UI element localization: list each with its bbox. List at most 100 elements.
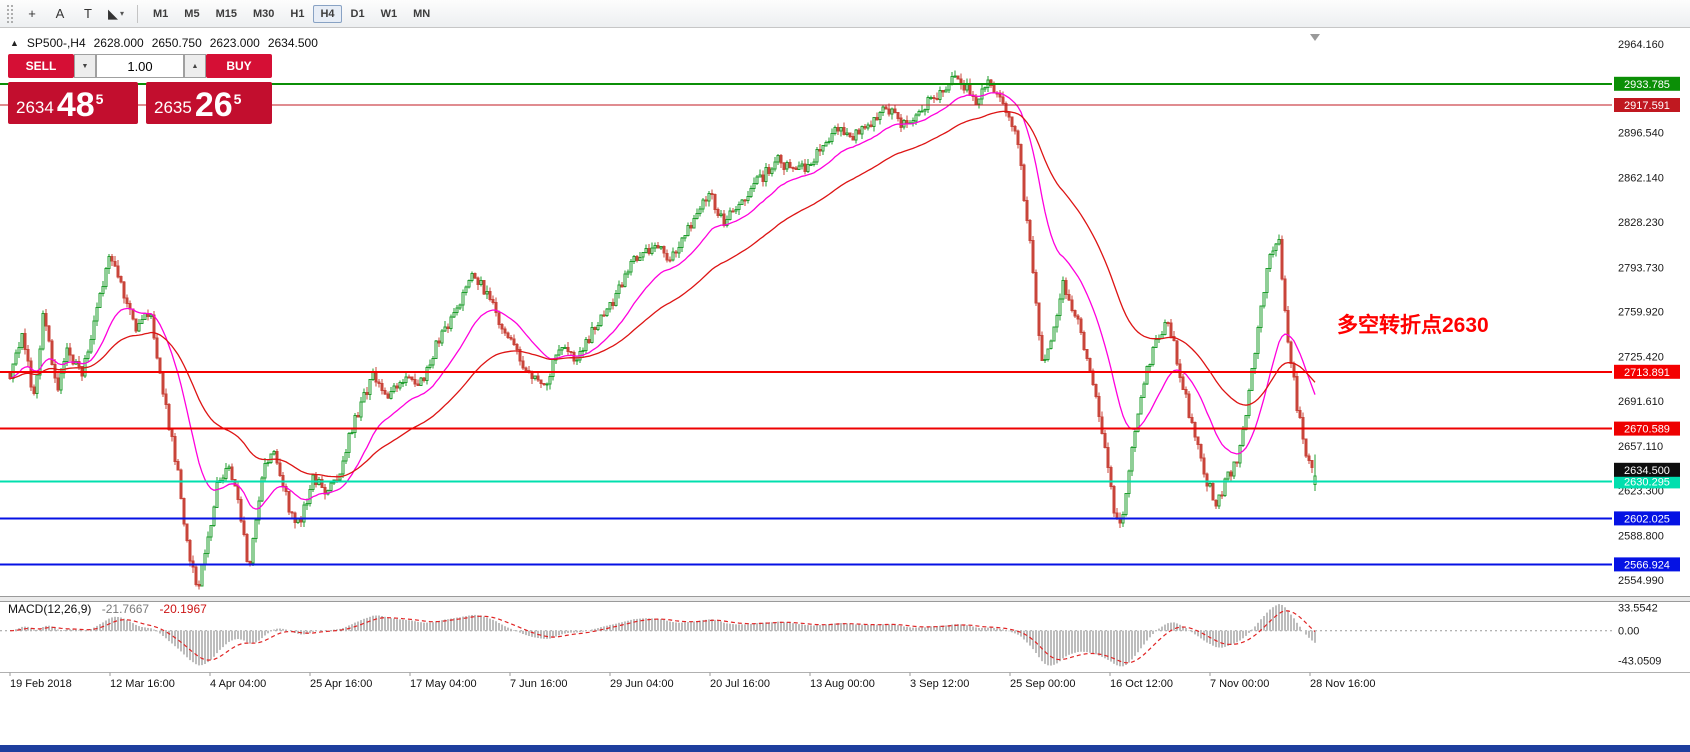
level-badge-label: 2917.591	[1624, 100, 1670, 112]
level-badge	[1614, 474, 1680, 489]
macd-signal-value: -20.1967	[159, 602, 207, 616]
one-click-trading-panel: SELL ▼ 1.00 ▲ BUY 2634 48 5 2635 26 5	[8, 54, 272, 124]
tf-button-M15[interactable]: M15	[215, 7, 237, 20]
level-badge-label: 2933.785	[1624, 79, 1670, 91]
crosshair-icon: +	[28, 6, 36, 21]
symbol-period-label: SP500-,H4	[26, 36, 86, 50]
volume-input[interactable]: 1.00	[96, 54, 184, 78]
level-badge-label: 2566.924	[1624, 559, 1670, 571]
tf-button-MN[interactable]: MN	[413, 7, 431, 20]
chart-text-annotation: 多空转折点2630	[1337, 314, 1489, 337]
macd-tick-label: 0.00	[1618, 626, 1639, 638]
macd-name: MACD(12,26,9)	[8, 602, 92, 616]
price-tick-label: 2588.800	[1618, 531, 1664, 543]
shapes-menu-icon[interactable]: ◣ ▾	[103, 2, 129, 26]
price-tick-label: 2657.110	[1618, 441, 1663, 453]
tf-button-W1[interactable]: W1	[380, 7, 398, 20]
time-tick-label: 29 Jun 04:00	[610, 678, 674, 690]
horizontal-levels[interactable]	[0, 82, 1612, 566]
text-box-icon[interactable]: T	[75, 2, 101, 26]
current-price-badge	[1614, 462, 1680, 477]
price-tick-label: 2896.540	[1618, 128, 1664, 140]
time-tick-label: 4 Apr 04:00	[210, 678, 266, 690]
toolbar-tools: + A T ◣ ▾	[18, 2, 130, 26]
sell-price-display[interactable]: 2634 48 5	[8, 82, 138, 124]
open-value: 2628.000	[93, 36, 144, 50]
level-badge-label: 2602.025	[1624, 513, 1670, 525]
buy-price-sup: 5	[233, 91, 242, 107]
dropdown-caret-icon: ▾	[119, 9, 124, 18]
sell-price-head: 2634	[16, 98, 54, 117]
price-tick-label: 2862.140	[1618, 173, 1664, 185]
tf-button-H1[interactable]: H1	[290, 7, 305, 20]
sell-button[interactable]: SELL	[8, 54, 74, 78]
toolbar-separator	[137, 4, 138, 23]
time-tick-label: 17 May 04:00	[410, 678, 477, 690]
chart-shift-marker[interactable]	[1310, 34, 1320, 41]
toolbar-grip[interactable]	[6, 3, 14, 24]
volume-decrease-button[interactable]: ▼	[74, 54, 96, 78]
macd-panel: 33.5542 0.00 -43.0509	[0, 603, 1661, 668]
macd-tick-label: 33.5542	[1618, 603, 1658, 615]
tf-button-D1[interactable]: D1	[350, 7, 365, 20]
trade-controls-row: SELL ▼ 1.00 ▲ BUY	[8, 54, 272, 78]
crosshair-icon[interactable]: +	[19, 2, 45, 26]
time-tick-label: 25 Apr 16:00	[310, 678, 372, 690]
time-tick-label: 3 Sep 12:00	[910, 678, 969, 690]
moving-average-ma-slow	[9, 110, 1316, 478]
time-tick-label: 25 Sep 00:00	[1010, 678, 1075, 690]
time-tick-label: 7 Nov 00:00	[1210, 678, 1269, 690]
price-tick-label: 2623.300	[1618, 486, 1664, 498]
moving-average-ma-fast	[9, 92, 1316, 510]
price-tick-label: 2725.420	[1618, 352, 1664, 364]
time-axis[interactable]: 19 Feb 2018 12 Mar 16:00 4 Apr 04:00 25 Apr…	[9, 672, 1375, 691]
buy-price-display[interactable]: 2635 26 5	[146, 82, 272, 124]
symbol-arrow-icon: ▲	[10, 38, 19, 48]
current-price-label: 2634.500	[1624, 465, 1670, 477]
buy-button[interactable]: BUY	[206, 54, 272, 78]
tf-button-M5[interactable]: M5	[184, 7, 200, 20]
price-tick-label: 2793.730	[1618, 262, 1664, 274]
tf-button-M30[interactable]: M30	[252, 7, 275, 20]
level-badge	[1614, 364, 1680, 379]
time-tick-label: 16 Oct 12:00	[1110, 678, 1173, 690]
tf-button-H4[interactable]: H4	[313, 4, 342, 23]
tf-button-M1[interactable]: M1	[153, 7, 169, 20]
macd-main-value: -21.7667	[101, 602, 150, 616]
bottom-strip	[0, 745, 1690, 752]
panel-divider[interactable]	[0, 596, 1690, 601]
volume-increase-button[interactable]: ▲	[184, 54, 206, 78]
time-tick-label: 13 Aug 00:00	[810, 678, 875, 690]
macd-indicator-label: MACD(12,26,9) -21.7667 -20.1967	[8, 602, 207, 616]
text-box-icon: T	[84, 6, 92, 21]
price-tick-label: 2828.230	[1618, 217, 1664, 229]
text-label-icon: A	[55, 6, 65, 21]
level-badge	[1614, 511, 1680, 526]
low-value: 2623.000	[209, 36, 260, 50]
price-tick-label: 2691.610	[1618, 396, 1664, 408]
trade-prices-row: 2634 48 5 2635 26 5	[8, 82, 272, 124]
candlestick-series	[8, 70, 1317, 590]
time-tick-label: 12 Mar 16:00	[110, 678, 175, 690]
level-badge-label: 2713.891	[1624, 367, 1670, 379]
time-tick-label: 7 Jun 16:00	[510, 678, 568, 690]
price-tick-label: 2964.160	[1618, 39, 1664, 51]
toolbar: + A T ◣ ▾ M1 M5 M15 M30 H1 H4 D1 W1 MN	[0, 0, 1690, 28]
price-tick-label: 2554.990	[1618, 575, 1664, 587]
text-label-icon[interactable]: A	[47, 2, 73, 26]
chart-ohlc-header: ▲ SP500-,H4 2628.000 2650.750 2623.000 2…	[10, 36, 318, 50]
level-badge-label: 2670.589	[1624, 424, 1670, 436]
time-tick-label: 20 Jul 16:00	[710, 678, 770, 690]
sell-price-big: 48	[56, 85, 95, 124]
buy-price-big: 26	[194, 85, 233, 124]
level-badge	[1614, 557, 1680, 572]
moving-averages	[9, 92, 1316, 510]
level-badge	[1614, 98, 1680, 112]
macd-signal-line	[9, 610, 1316, 664]
level-badge	[1614, 421, 1680, 436]
time-tick-label: 19 Feb 2018	[10, 678, 72, 690]
close-value: 2634.500	[267, 36, 318, 50]
price-axis[interactable]: 2964.160 2896.540 2862.140 2828.230 2793.730…	[1614, 39, 1680, 587]
